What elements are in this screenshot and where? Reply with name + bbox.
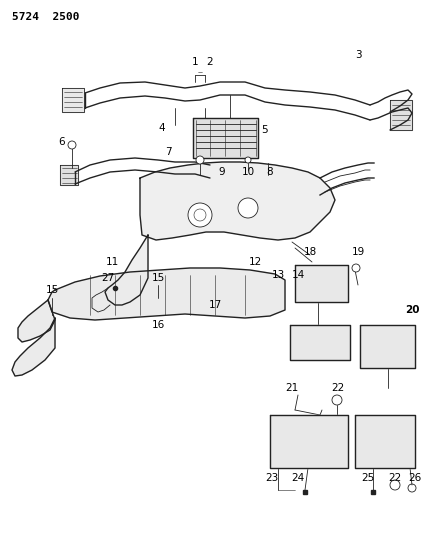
Polygon shape — [60, 165, 78, 185]
Text: 15: 15 — [45, 285, 59, 295]
Text: 3: 3 — [355, 50, 361, 60]
Text: 2: 2 — [207, 57, 213, 67]
Text: 13: 13 — [271, 270, 285, 280]
Polygon shape — [62, 88, 84, 112]
Text: 7: 7 — [165, 147, 171, 157]
Circle shape — [188, 203, 212, 227]
Circle shape — [352, 264, 360, 272]
Text: 10: 10 — [241, 167, 255, 177]
Polygon shape — [290, 325, 350, 360]
Text: 5: 5 — [262, 125, 268, 135]
Text: 15: 15 — [152, 273, 165, 283]
Polygon shape — [12, 318, 55, 376]
Text: 26: 26 — [408, 473, 422, 483]
Polygon shape — [48, 268, 285, 320]
Text: 25: 25 — [361, 473, 374, 483]
Polygon shape — [140, 162, 335, 240]
Text: 9: 9 — [219, 167, 225, 177]
Text: 16: 16 — [152, 320, 165, 330]
Polygon shape — [360, 325, 415, 368]
Text: 21: 21 — [285, 383, 299, 393]
Text: 18: 18 — [303, 247, 317, 257]
Text: 12: 12 — [248, 257, 262, 267]
Text: 8: 8 — [267, 167, 273, 177]
Text: 22: 22 — [331, 383, 345, 393]
Text: 4: 4 — [159, 123, 165, 133]
Text: 6: 6 — [59, 137, 65, 147]
Text: 14: 14 — [291, 270, 305, 280]
Text: 20: 20 — [405, 305, 419, 315]
Text: 19: 19 — [351, 247, 365, 257]
Polygon shape — [105, 235, 148, 305]
Polygon shape — [295, 265, 348, 302]
Text: 1: 1 — [192, 57, 198, 67]
Text: 27: 27 — [101, 273, 115, 283]
Text: 23: 23 — [265, 473, 279, 483]
Polygon shape — [193, 118, 258, 158]
Text: 24: 24 — [291, 473, 305, 483]
Circle shape — [68, 141, 76, 149]
Circle shape — [196, 156, 204, 164]
Circle shape — [245, 157, 251, 163]
Text: 11: 11 — [105, 257, 119, 267]
Polygon shape — [390, 100, 412, 130]
Text: 17: 17 — [208, 300, 222, 310]
Circle shape — [238, 198, 258, 218]
Text: 5724  2500: 5724 2500 — [12, 12, 80, 22]
Text: 22: 22 — [388, 473, 401, 483]
Polygon shape — [270, 415, 348, 468]
Polygon shape — [355, 415, 415, 468]
Polygon shape — [18, 300, 55, 342]
